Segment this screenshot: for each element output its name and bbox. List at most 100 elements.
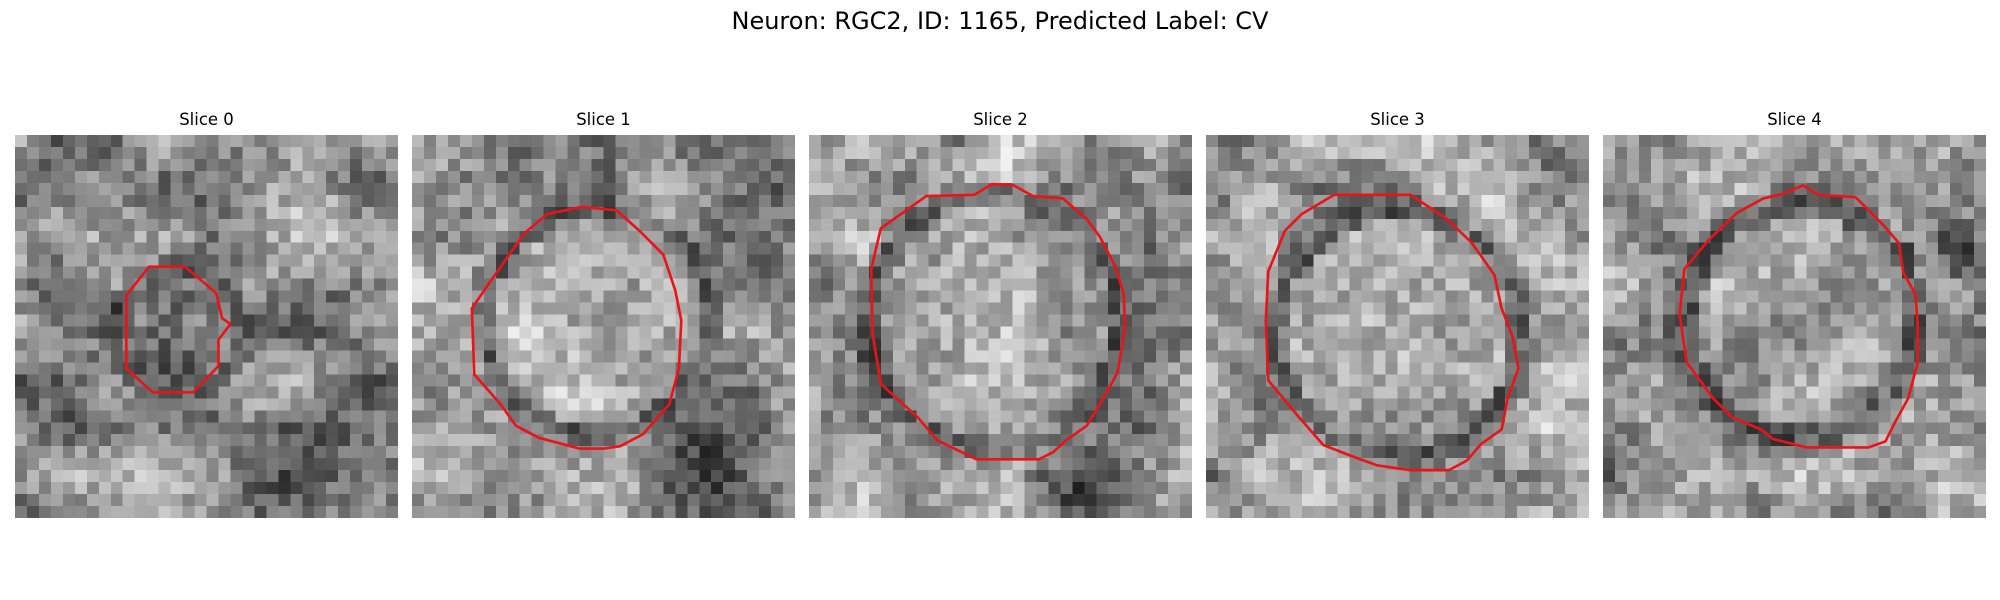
image-pixel bbox=[1433, 398, 1446, 411]
image-pixel bbox=[940, 422, 953, 435]
image-pixel bbox=[1229, 386, 1243, 399]
image-pixel bbox=[1084, 362, 1097, 375]
image-pixel bbox=[1710, 182, 1723, 196]
image-pixel bbox=[1541, 338, 1554, 351]
image-pixel bbox=[110, 350, 123, 363]
image-pixel bbox=[1469, 254, 1482, 267]
image-pixel bbox=[459, 206, 473, 220]
image-pixel bbox=[651, 350, 664, 363]
image-pixel bbox=[26, 458, 40, 471]
image-pixel bbox=[1433, 446, 1446, 459]
image-pixel bbox=[519, 254, 532, 267]
image-pixel bbox=[1746, 158, 1759, 172]
image-pixel bbox=[1409, 278, 1422, 291]
image-pixel bbox=[976, 350, 989, 363]
image-pixel bbox=[1806, 242, 1819, 255]
image-pixel bbox=[1108, 170, 1121, 184]
image-pixel bbox=[952, 350, 965, 363]
image-pixel bbox=[1229, 494, 1243, 507]
image-pixel bbox=[170, 266, 183, 279]
image-pixel bbox=[892, 434, 905, 447]
image-pixel bbox=[38, 194, 52, 208]
image-pixel bbox=[1758, 266, 1771, 279]
image-pixel bbox=[988, 386, 1001, 399]
image-pixel bbox=[158, 266, 171, 279]
image-pixel bbox=[832, 326, 846, 339]
image-pixel bbox=[603, 470, 616, 483]
image-pixel bbox=[1337, 410, 1350, 423]
image-pixel bbox=[783, 374, 795, 387]
image-pixel bbox=[639, 482, 652, 495]
image-pixel bbox=[1806, 290, 1819, 303]
image-pixel bbox=[1457, 398, 1470, 411]
image-pixel bbox=[290, 494, 303, 507]
image-pixel bbox=[314, 482, 327, 495]
image-pixel bbox=[711, 206, 724, 220]
image-pixel bbox=[687, 230, 700, 243]
image-pixel bbox=[1337, 482, 1350, 495]
image-pixel bbox=[483, 206, 497, 220]
image-pixel bbox=[182, 314, 195, 327]
image-pixel bbox=[1036, 158, 1049, 172]
image-pixel bbox=[1541, 290, 1554, 303]
image-pixel bbox=[1301, 506, 1314, 518]
image-pixel bbox=[1409, 374, 1422, 387]
image-pixel bbox=[1048, 410, 1061, 423]
image-pixel bbox=[1674, 206, 1688, 220]
image-pixel bbox=[1626, 290, 1640, 303]
image-pixel bbox=[1603, 338, 1616, 351]
image-pixel bbox=[1686, 242, 1699, 255]
image-pixel bbox=[1156, 338, 1169, 351]
image-pixel bbox=[759, 386, 772, 399]
image-pixel bbox=[38, 278, 52, 291]
image-pixel bbox=[1734, 290, 1747, 303]
image-pixel bbox=[555, 386, 568, 399]
image-pixel bbox=[1794, 458, 1807, 471]
image-pixel bbox=[1373, 386, 1386, 399]
image-pixel bbox=[1758, 135, 1771, 148]
image-pixel bbox=[254, 170, 267, 184]
image-pixel bbox=[110, 158, 123, 172]
image-pixel bbox=[170, 206, 183, 220]
image-pixel bbox=[1253, 278, 1267, 291]
image-pixel bbox=[856, 482, 870, 495]
image-pixel bbox=[603, 338, 616, 351]
image-pixel bbox=[1614, 434, 1628, 447]
image-pixel bbox=[1541, 146, 1554, 160]
image-pixel bbox=[1072, 158, 1085, 172]
image-pixel bbox=[1830, 230, 1843, 243]
image-pixel bbox=[62, 170, 76, 184]
image-pixel bbox=[783, 482, 795, 495]
image-pixel bbox=[459, 254, 473, 267]
image-pixel bbox=[952, 482, 965, 495]
image-pixel bbox=[1517, 194, 1530, 208]
image-pixel bbox=[412, 290, 425, 303]
image-pixel bbox=[495, 338, 508, 351]
image-pixel bbox=[1770, 135, 1783, 148]
image-pixel bbox=[1277, 446, 1291, 459]
image-pixel bbox=[735, 206, 748, 220]
image-pixel bbox=[242, 314, 255, 327]
image-pixel bbox=[1144, 230, 1157, 243]
image-pixel bbox=[194, 302, 207, 315]
image-pixel bbox=[783, 350, 795, 363]
image-pixel bbox=[122, 146, 135, 160]
image-pixel bbox=[1445, 230, 1458, 243]
image-pixel bbox=[1445, 470, 1458, 483]
image-pixel bbox=[1000, 422, 1013, 435]
image-pixel bbox=[1301, 482, 1314, 495]
image-pixel bbox=[1577, 230, 1589, 243]
image-pixel bbox=[1950, 326, 1963, 339]
image-pixel bbox=[1180, 314, 1192, 327]
image-pixel bbox=[1000, 338, 1013, 351]
image-pixel bbox=[1553, 386, 1566, 399]
image-pixel bbox=[1156, 158, 1169, 172]
image-pixel bbox=[1577, 206, 1589, 220]
image-pixel bbox=[1206, 362, 1219, 375]
image-pixel bbox=[809, 182, 822, 196]
image-pixel bbox=[1241, 206, 1255, 220]
image-pixel bbox=[1603, 230, 1616, 243]
image-pixel bbox=[1433, 314, 1446, 327]
image-pixel bbox=[615, 386, 628, 399]
image-pixel bbox=[1229, 290, 1243, 303]
